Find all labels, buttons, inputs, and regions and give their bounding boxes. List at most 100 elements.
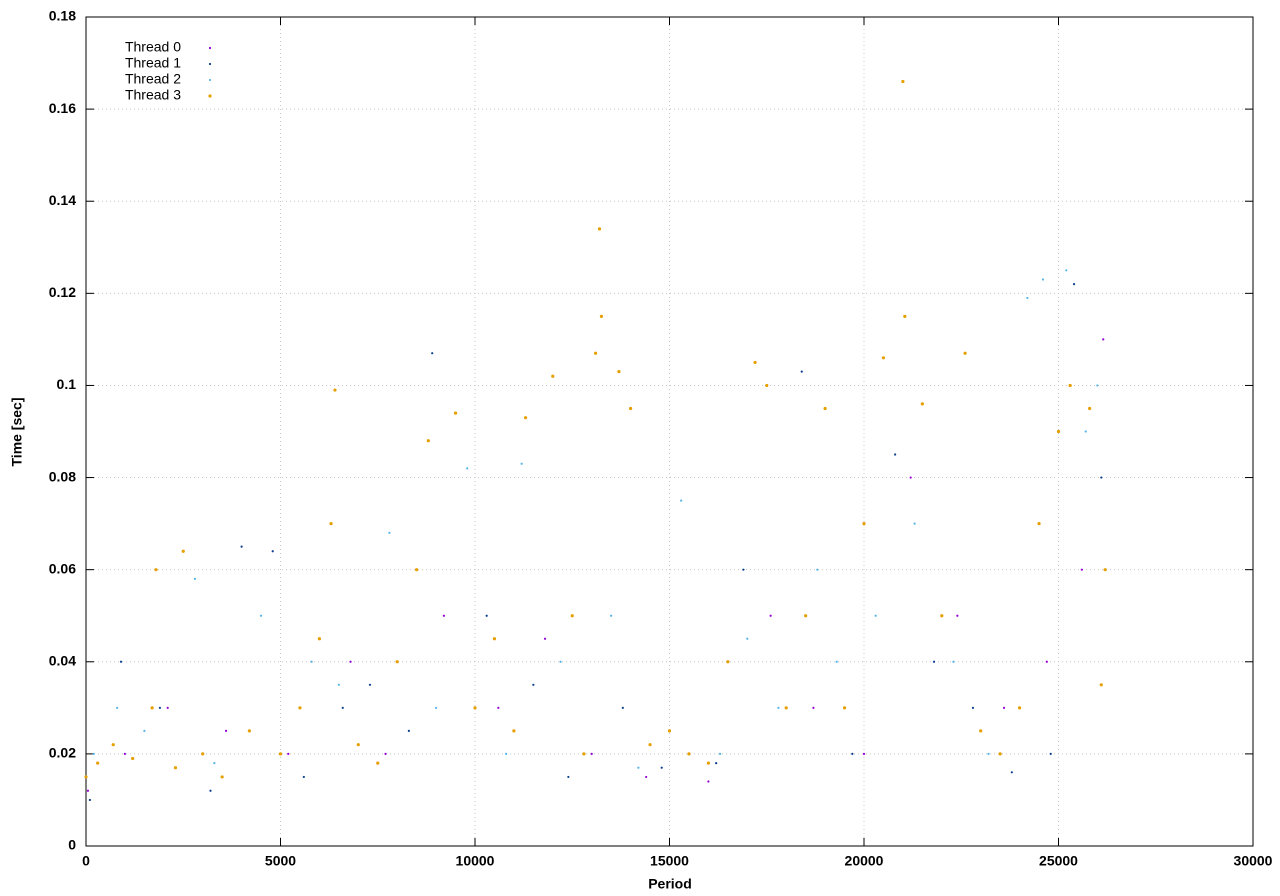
point <box>746 637 749 640</box>
point <box>84 775 88 779</box>
point <box>629 406 633 411</box>
point <box>224 729 228 732</box>
point <box>116 706 119 709</box>
point <box>742 568 745 571</box>
point <box>903 314 907 318</box>
point <box>150 706 154 710</box>
legend-marker <box>208 62 212 66</box>
point <box>777 706 780 709</box>
point <box>298 706 302 710</box>
point <box>971 706 975 709</box>
point <box>894 453 897 456</box>
point <box>123 752 126 755</box>
point <box>800 370 803 373</box>
point <box>1080 568 1083 571</box>
point <box>166 706 169 709</box>
point <box>909 476 912 479</box>
point <box>259 614 263 617</box>
point <box>431 352 434 355</box>
point <box>1088 406 1092 411</box>
y-tick-label: 0.14 <box>49 192 76 208</box>
point <box>532 683 535 686</box>
point <box>271 550 274 553</box>
point <box>247 729 251 733</box>
point <box>842 706 847 710</box>
point <box>920 402 924 406</box>
y-tick-label: 0.04 <box>49 652 76 668</box>
point <box>173 766 178 770</box>
point <box>667 729 672 733</box>
point <box>492 637 497 641</box>
legend-label: Thread 2 <box>125 71 181 87</box>
y-tick-label: 0 <box>68 837 76 853</box>
point <box>881 356 886 360</box>
point <box>816 568 819 571</box>
point <box>765 383 769 388</box>
point <box>835 660 838 663</box>
point <box>181 549 185 553</box>
point <box>769 614 772 617</box>
point <box>88 798 91 802</box>
x-tick-label: 30000 <box>1234 853 1273 869</box>
point <box>1010 771 1013 774</box>
point <box>599 314 604 318</box>
point <box>901 79 905 84</box>
point <box>1002 706 1006 709</box>
point <box>505 752 508 755</box>
point <box>582 752 586 756</box>
x-tick-label: 20000 <box>845 853 884 869</box>
point <box>706 761 711 765</box>
point <box>1018 706 1022 710</box>
legend-label: Thread 3 <box>125 87 181 103</box>
point <box>998 752 1002 756</box>
point <box>497 706 500 709</box>
point <box>707 780 710 783</box>
point <box>621 706 624 709</box>
point <box>329 522 333 526</box>
point <box>376 761 380 765</box>
point <box>987 752 990 755</box>
point <box>823 406 827 411</box>
point <box>349 660 352 663</box>
y-tick-label: 0.08 <box>49 468 76 484</box>
point <box>1072 283 1076 286</box>
point <box>660 766 663 769</box>
point <box>213 762 216 765</box>
point <box>784 706 788 710</box>
point <box>1037 522 1041 526</box>
point <box>590 752 593 755</box>
point <box>466 467 469 470</box>
point <box>337 683 340 686</box>
point <box>442 614 445 617</box>
point <box>240 545 243 548</box>
point <box>715 762 718 765</box>
point <box>862 522 866 526</box>
y-tick-label: 0.06 <box>49 560 76 576</box>
point <box>1065 269 1068 272</box>
point <box>597 227 602 231</box>
point <box>287 752 290 755</box>
point <box>804 614 808 618</box>
point <box>862 752 866 755</box>
point <box>278 752 283 756</box>
point <box>940 614 944 618</box>
point <box>956 614 959 617</box>
point <box>1026 296 1029 300</box>
point <box>1096 384 1099 387</box>
point <box>812 706 815 709</box>
point <box>388 531 391 534</box>
point <box>874 614 877 617</box>
point <box>1068 383 1072 388</box>
y-tick-label: 0.1 <box>57 376 77 392</box>
point <box>570 614 574 618</box>
legend-marker <box>208 78 212 82</box>
point <box>687 752 691 756</box>
point <box>119 660 123 663</box>
y-tick-label: 0.18 <box>49 8 76 24</box>
point <box>384 752 387 755</box>
point <box>567 775 570 779</box>
x-axis-label: Period <box>648 876 692 892</box>
x-tick-label: 10000 <box>456 853 495 869</box>
point <box>1099 683 1103 687</box>
